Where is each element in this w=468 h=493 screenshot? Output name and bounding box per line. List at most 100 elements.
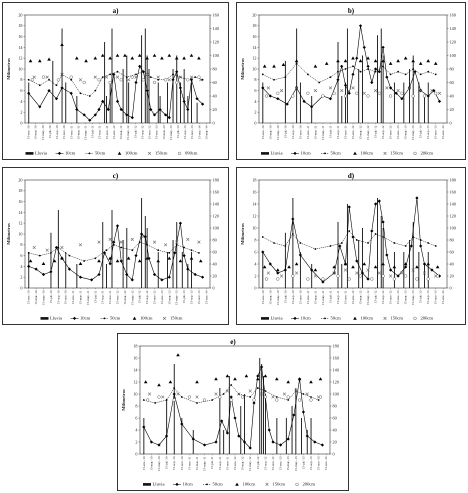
rain-bar-d <box>346 204 348 288</box>
rain-bar-b <box>337 42 339 123</box>
data-point-e-150cm <box>147 392 152 396</box>
x-tick-label-e: 15-jul.-11 <box>210 456 214 469</box>
data-point-c-150cm <box>163 243 168 247</box>
rain-bar-c <box>157 252 159 288</box>
data-point-e-200cm <box>252 398 256 402</box>
rain-bar-c <box>187 264 189 288</box>
series-e-200cm <box>145 395 323 402</box>
rain-bar-a <box>122 69 124 123</box>
x-tick-label-e: 15-may.-10 <box>157 456 161 471</box>
data-point-a-10cm <box>182 99 186 103</box>
rain-bar-c <box>76 264 78 288</box>
rain-bar-c <box>176 222 178 288</box>
data-point-a-150cm <box>126 78 131 82</box>
series-c-50cm <box>27 241 200 262</box>
x-tick-label-d: 15-may.-12 <box>366 290 370 305</box>
y-tick-label-d: 2 <box>254 273 256 278</box>
x-tick-label-e: 15-sep.-13 <box>309 456 313 470</box>
data-point-b-50cm <box>306 73 309 76</box>
data-point-b-200cm <box>388 94 393 98</box>
x-tick-label-d: 15-jul.-13 <box>419 290 423 303</box>
data-point-c-100cm <box>198 259 203 263</box>
series-c-10cm <box>27 221 205 282</box>
rain-bar-a <box>109 82 111 123</box>
rain-bar-c <box>191 252 192 288</box>
x-tick-label-e: 15-ene.-11 <box>187 456 191 470</box>
data-point-b-100cm <box>262 64 267 68</box>
data-point-d-10cm <box>409 244 413 248</box>
y-tick-label-a: 2 <box>20 110 22 115</box>
data-point-e-10cm <box>157 443 161 447</box>
data-point-b-100cm <box>358 59 363 63</box>
data-point-a-10cm <box>106 107 110 112</box>
data-point-a-100cm <box>75 56 79 60</box>
data-point-a-50cm <box>142 70 145 73</box>
data-point-a-090cm <box>82 80 86 85</box>
data-point-b-50cm <box>419 73 422 76</box>
y-tick-label-e: 12 <box>133 379 137 384</box>
rain-bar-b <box>412 55 414 123</box>
series-line-d-10cm <box>262 197 440 283</box>
y2-tick-label-b: 160 <box>450 12 456 17</box>
legend-label-c-50cm: 50cm <box>110 316 121 321</box>
data-point-d-100cm <box>351 265 355 269</box>
legend-swatch-e-10cm <box>175 482 179 486</box>
data-point-a-10cm <box>195 97 199 101</box>
x-tick-label-a: 15-sep.-13 <box>183 125 187 139</box>
data-point-a-50cm <box>94 89 97 92</box>
data-point-b-10cm <box>400 97 404 101</box>
data-point-b-150cm <box>294 86 299 90</box>
data-point-e-100cm <box>157 383 161 387</box>
data-point-d-150cm <box>377 271 381 275</box>
data-point-b-200cm <box>411 94 415 98</box>
data-point-e-50cm <box>256 387 259 389</box>
data-point-d-100cm <box>294 262 299 266</box>
data-point-e-100cm <box>286 380 290 384</box>
data-point-c-100cm <box>28 259 33 263</box>
x-tick-label-c: 15-ene.-13 <box>160 290 164 304</box>
data-point-a-10cm <box>60 86 64 90</box>
data-point-c-150cm <box>119 240 123 244</box>
x-tick-label-b: 15-ene.-12 <box>351 125 355 139</box>
data-point-d-50cm <box>367 242 369 244</box>
data-point-c-50cm <box>183 246 186 249</box>
legend-swatch-e-50cm <box>206 483 208 486</box>
data-point-e-10cm <box>260 365 264 369</box>
data-point-c-50cm <box>27 252 30 254</box>
data-point-a-10cm <box>82 113 86 117</box>
data-point-d-100cm <box>435 265 440 269</box>
x-tick-label-a: 15-sep.-11 <box>98 125 102 139</box>
panel-title-b: b) <box>348 7 355 15</box>
rain-bar-b <box>341 96 343 123</box>
y-tick-label-d: 0 <box>254 285 256 290</box>
data-point-b-10cm <box>366 64 370 68</box>
data-point-c-50cm <box>94 257 97 260</box>
data-point-a-100cm <box>115 53 120 57</box>
data-point-c-150cm <box>186 237 190 242</box>
data-point-c-50cm <box>168 252 171 254</box>
x-tick-label-b: 15-may.-13 <box>411 125 415 140</box>
x-tick-label-b: 15-nov.-13 <box>434 125 438 139</box>
y-tick-label-e: 6 <box>135 415 137 420</box>
rain-bar-b <box>296 28 298 123</box>
y2-tick-label-b: 140 <box>450 26 456 31</box>
y-tick-label-a: 18 <box>18 23 22 28</box>
data-point-b-10cm <box>381 45 385 49</box>
data-point-c-100cm <box>108 256 112 260</box>
legend-label-d-200cm: 200cm <box>421 316 434 321</box>
data-point-a-10cm <box>149 107 153 112</box>
data-point-b-200cm <box>366 94 370 98</box>
series-b-150cm <box>266 86 442 95</box>
data-point-b-100cm <box>294 59 299 63</box>
data-point-c-150cm <box>141 235 146 239</box>
x-tick-label-e: 15-ene.-12 <box>233 456 237 470</box>
x-tick-label-d: 15-nov.-10 <box>298 290 302 304</box>
data-point-e-10cm <box>225 431 229 435</box>
x-tick-label-a: 15-mar.-12 <box>119 125 123 139</box>
data-point-b-10cm <box>370 80 374 85</box>
x-tick-label-d: 15-nov.-12 <box>389 290 393 304</box>
rain-bar-b <box>393 82 395 123</box>
data-point-e-150cm <box>248 389 252 393</box>
data-point-a-100cm <box>38 59 42 63</box>
data-point-d-150cm <box>411 268 415 272</box>
